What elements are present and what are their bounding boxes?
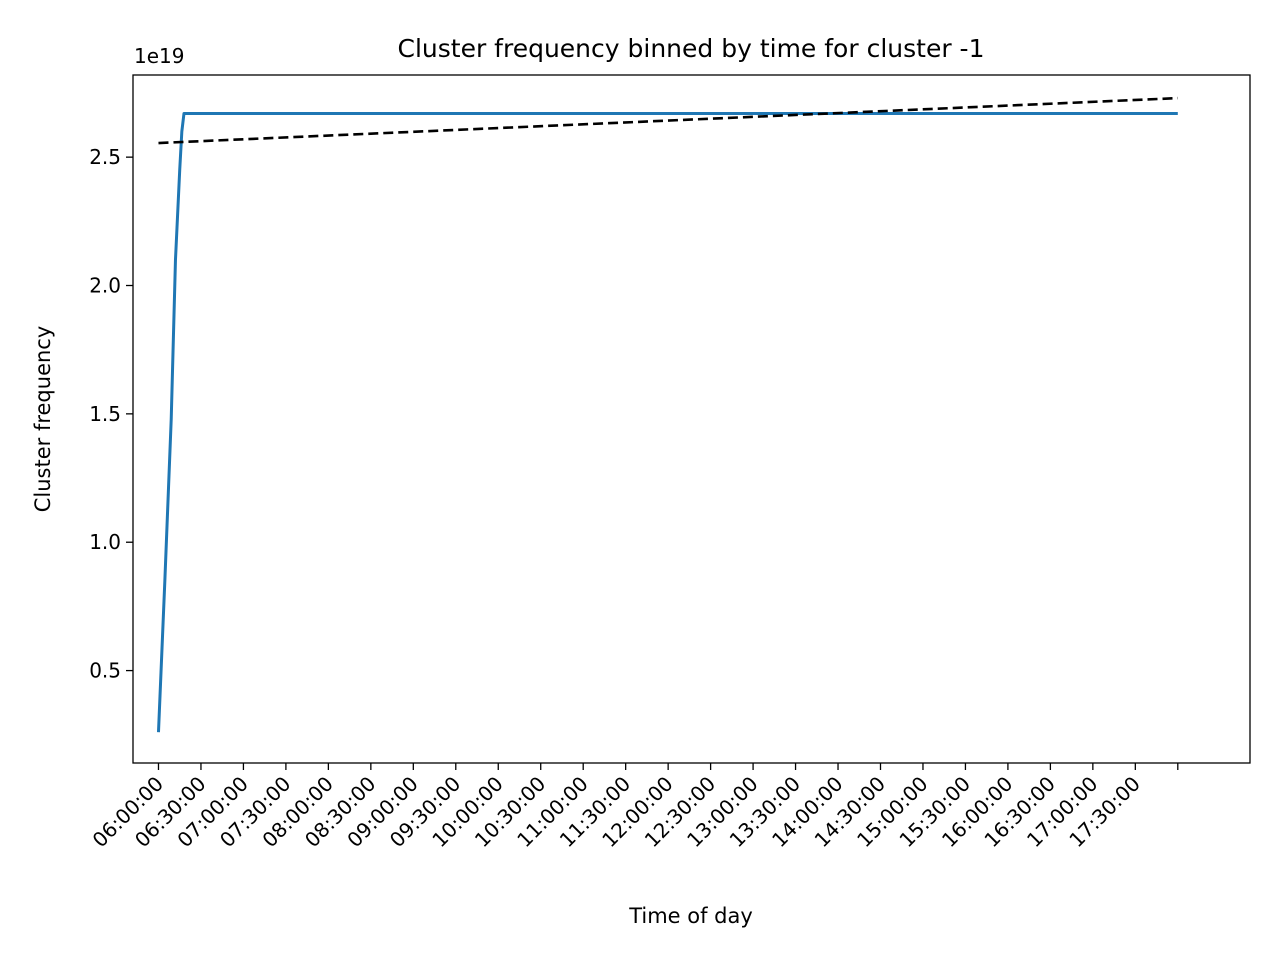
y-tick-label: 1.0 xyxy=(89,530,121,554)
y-tick-label: 2.5 xyxy=(89,145,121,169)
plot-lines xyxy=(156,96,1178,733)
chart-title: Cluster frequency binned by time for clu… xyxy=(398,34,985,63)
y-tick-label: 0.5 xyxy=(89,659,121,683)
y-tick-label: 2.0 xyxy=(89,274,121,298)
y-offset-label: 1e19 xyxy=(134,44,184,68)
y-axis-label: Cluster frequency xyxy=(31,326,55,513)
trend-line xyxy=(158,96,1178,145)
y-tick-label: 1.5 xyxy=(89,402,121,426)
frequency-line xyxy=(156,112,1178,733)
plot-frame xyxy=(132,74,1251,764)
y-axis: 0.5 1.0 1.5 2.0 2.5 xyxy=(89,145,133,683)
x-axis-label: Time of day xyxy=(628,904,753,928)
